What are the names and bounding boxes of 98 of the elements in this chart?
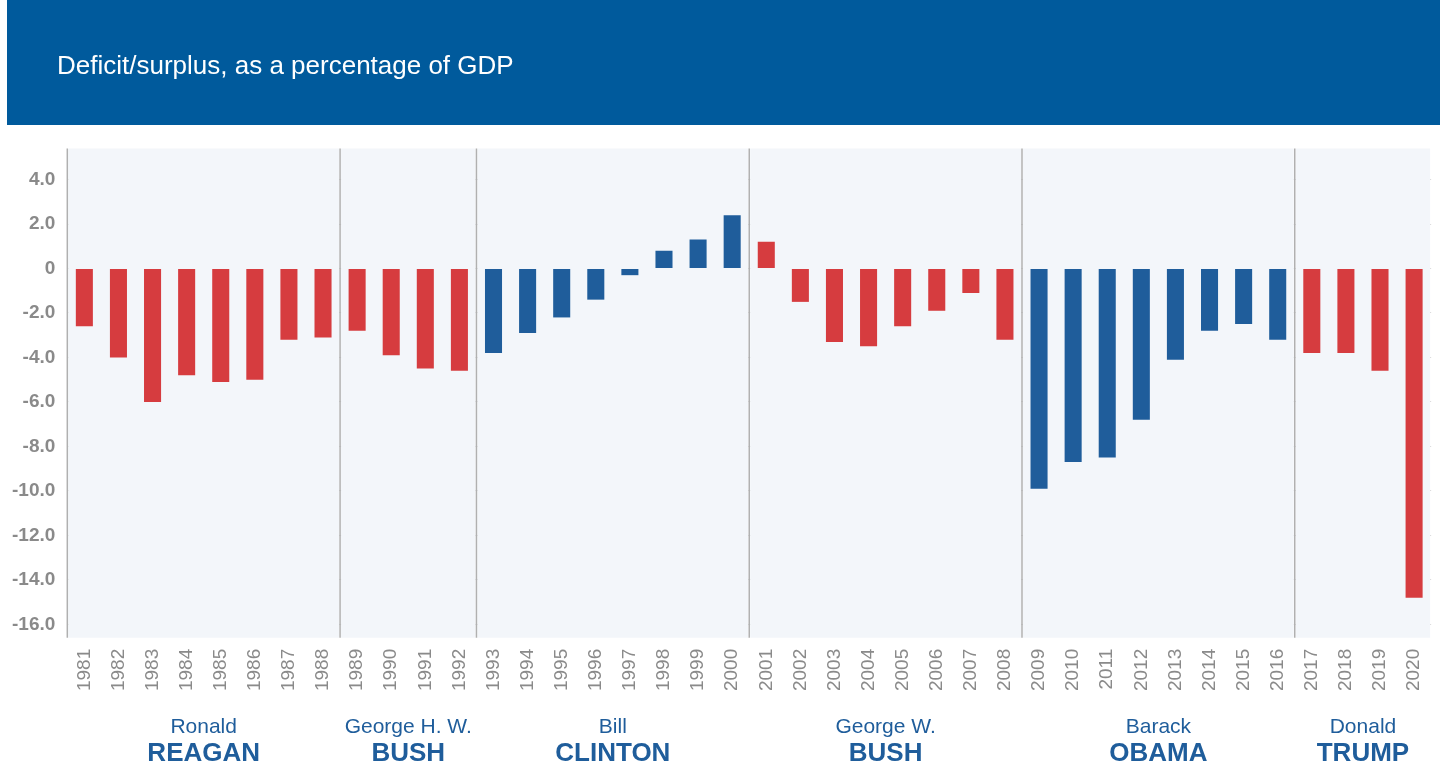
bar xyxy=(348,269,366,331)
y-tick-label: -14.0 xyxy=(11,568,56,590)
y-tick-label: -2.0 xyxy=(22,301,56,323)
y-tick-label: -4.0 xyxy=(22,345,56,367)
band-label: Ronald REAGAN xyxy=(147,714,261,767)
x-tick-label: 1993 xyxy=(481,648,503,692)
x-tick-label: 1987 xyxy=(277,648,299,692)
chart-title: Deficit/surplus, as a percentage of GDP xyxy=(57,50,514,81)
bar xyxy=(280,269,298,340)
bar xyxy=(246,269,264,380)
y-tick-label: -10.0 xyxy=(11,479,56,501)
x-tick-label: 2003 xyxy=(822,648,844,692)
x-tick-label: 2019 xyxy=(1368,648,1390,692)
x-tick-label: 2014 xyxy=(1197,648,1219,692)
x-tick-label: 1986 xyxy=(243,648,265,692)
x-tick-label: 2001 xyxy=(754,648,776,692)
bar xyxy=(1303,269,1321,354)
x-tick-label: 1994 xyxy=(515,648,537,692)
x-tick-label: 2008 xyxy=(993,648,1015,692)
x-tick-label: 2016 xyxy=(1265,648,1287,692)
bar xyxy=(621,269,639,276)
bar xyxy=(1166,269,1184,360)
bar xyxy=(382,269,400,356)
bar xyxy=(791,269,809,302)
bar xyxy=(757,241,775,269)
bar xyxy=(587,269,605,300)
bar xyxy=(1269,269,1287,340)
bar xyxy=(178,269,196,376)
band-label: Barack OBAMA xyxy=(1109,714,1208,767)
bar xyxy=(1235,269,1253,325)
bar xyxy=(689,239,707,269)
bar xyxy=(1337,269,1355,354)
bar xyxy=(928,269,946,311)
x-tick-label: 2004 xyxy=(856,648,878,692)
bar xyxy=(212,269,230,382)
x-tick-label: 1981 xyxy=(72,648,94,692)
bar xyxy=(1132,269,1150,420)
y-tick-label: 2.0 xyxy=(28,212,56,234)
x-tick-label: 2012 xyxy=(1129,648,1151,692)
bar xyxy=(109,269,127,358)
bar xyxy=(1030,269,1048,489)
bar xyxy=(996,269,1014,340)
x-tick-label: 1982 xyxy=(106,648,128,692)
x-tick-label: 1991 xyxy=(413,648,435,692)
x-tick-label: 2011 xyxy=(1095,648,1117,690)
x-tick-label: 1998 xyxy=(652,648,674,692)
bar xyxy=(1405,269,1423,598)
y-tick-label: 0 xyxy=(44,256,56,278)
band-label: George W. BUSH xyxy=(835,714,936,767)
x-tick-label: 2005 xyxy=(890,648,912,692)
bar xyxy=(723,215,741,269)
x-tick-label: 2000 xyxy=(720,648,742,692)
x-tick-label: 2006 xyxy=(924,648,946,692)
bar xyxy=(962,269,980,293)
y-tick-label: -8.0 xyxy=(22,434,56,456)
bar xyxy=(484,269,503,354)
bar xyxy=(1371,269,1389,371)
x-tick-label: 2015 xyxy=(1231,648,1253,692)
bar xyxy=(450,269,468,371)
x-tick-label: 1988 xyxy=(311,648,333,692)
bar xyxy=(553,269,571,318)
x-tick-label: 2013 xyxy=(1163,648,1185,692)
x-tick-label: 1985 xyxy=(208,648,230,692)
bar xyxy=(825,269,843,342)
bar xyxy=(75,269,93,327)
bar xyxy=(655,250,673,269)
bar xyxy=(144,269,162,402)
x-tick-label: 1999 xyxy=(686,648,708,692)
x-tick-label: 1983 xyxy=(140,648,162,692)
bar xyxy=(1098,269,1116,458)
band-label: George H. W. BUSH xyxy=(344,714,472,767)
x-tick-label: 1989 xyxy=(345,648,367,692)
x-tick-label: 1984 xyxy=(174,648,196,692)
x-tick-label: 2020 xyxy=(1402,648,1424,692)
x-tick-label: 2007 xyxy=(959,648,981,692)
band-label: Bill CLINTON xyxy=(555,714,671,767)
y-tick-label: 4.0 xyxy=(28,167,56,189)
band-label: Donald TRUMP xyxy=(1316,714,1410,767)
bar xyxy=(1064,269,1082,463)
x-tick-label: 2002 xyxy=(788,648,810,692)
bar xyxy=(519,269,537,334)
y-tick-label: -6.0 xyxy=(22,390,56,412)
y-tick-label: -12.0 xyxy=(11,523,56,545)
bar xyxy=(416,269,434,369)
y-tick-label: -16.0 xyxy=(11,612,56,634)
x-tick-label: 1997 xyxy=(618,648,640,692)
x-tick-label: 1992 xyxy=(447,648,469,692)
x-tick-label: 2017 xyxy=(1300,648,1322,692)
x-tick-label: 2009 xyxy=(1027,648,1049,692)
bar xyxy=(1201,269,1219,331)
bar xyxy=(894,269,912,327)
x-tick-label: 2010 xyxy=(1061,648,1083,692)
x-tick-label: 1990 xyxy=(379,648,401,692)
bar xyxy=(860,269,878,347)
x-tick-label: 1995 xyxy=(549,648,571,692)
x-tick-label: 1996 xyxy=(584,648,606,692)
bar xyxy=(314,269,332,338)
x-tick-label: 2018 xyxy=(1334,648,1356,692)
